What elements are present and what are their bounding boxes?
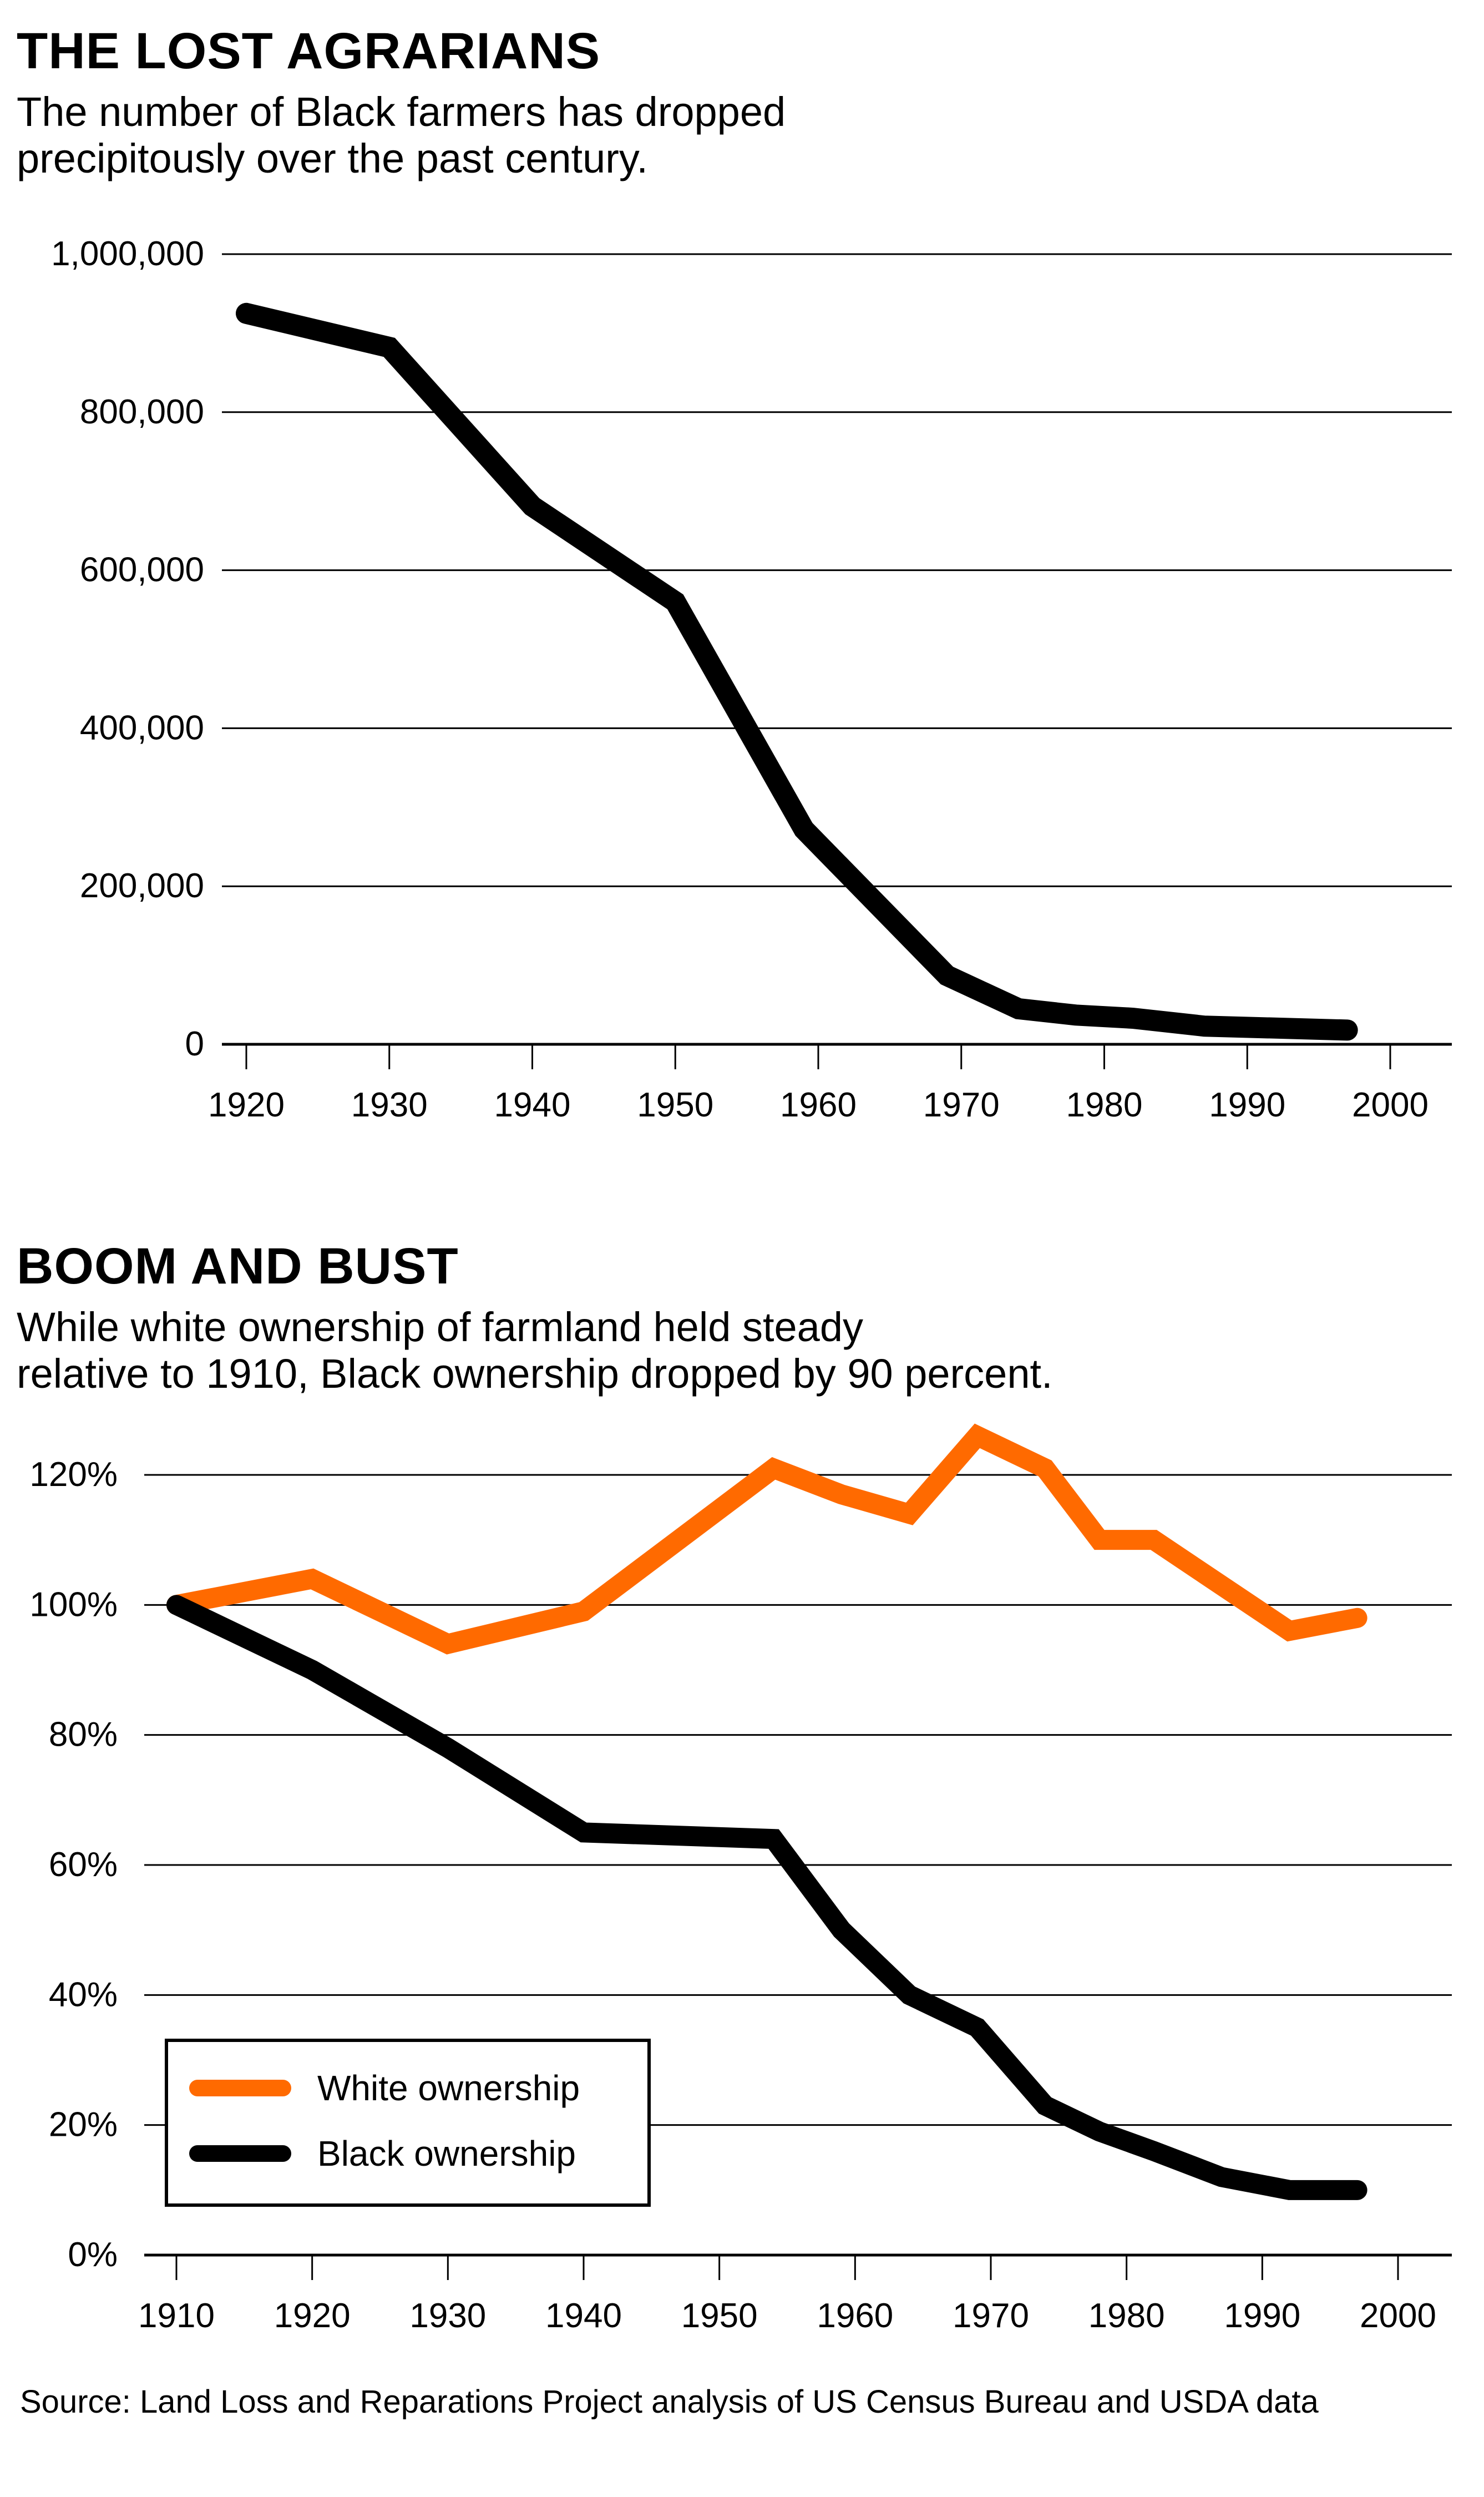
x-tick-label: 1930 (351, 1086, 428, 1124)
y-tick-label: 200,000 (80, 867, 204, 905)
y-tick-label: 20% (49, 2106, 118, 2144)
y-tick-label: 100% (29, 1585, 118, 1624)
legend-label: White ownership (317, 2068, 580, 2108)
x-tick-label: 1920 (208, 1086, 285, 1124)
legend-label: Black ownership (317, 2134, 576, 2173)
x-tick-label: 1940 (494, 1086, 571, 1124)
y-tick-label: 600,000 (80, 551, 204, 589)
y-tick-label: 60% (49, 1846, 118, 1884)
series-line-white-ownership (166, 1423, 1367, 1655)
chart2-subtitle-line: relative to 1910, Black ownership droppe… (17, 1351, 1053, 1397)
x-tick-label: 1990 (1209, 1086, 1285, 1124)
chart2-subtitle-line: While white ownership of farmland held s… (17, 1304, 863, 1350)
y-tick-label: 1,000,000 (51, 235, 204, 273)
x-tick-label: 1970 (953, 2297, 1029, 2335)
chart1-subtitle: The number of Black farmers has dropped … (17, 89, 1348, 182)
x-tick-label: 2000 (1360, 2297, 1436, 2335)
x-tick-label: 1960 (817, 2297, 893, 2335)
chart2-title: BOOM AND BUST (17, 1238, 459, 1295)
series-line-black-farmers (236, 302, 1358, 1041)
chart1-subtitle-line: precipitously over the past century. (17, 135, 648, 181)
x-tick-label: 1940 (545, 2297, 622, 2335)
chart-farmers: 0 200,000 400,000 600,000 800,000 1,000,000 19… (51, 235, 1452, 1124)
chart2-subtitle: While white ownership of farmland held s… (17, 1304, 1348, 1397)
x-tick-label: 1960 (780, 1086, 857, 1124)
y-tick-label: 0 (185, 1025, 204, 1063)
source-note: Source: Land Loss and Reparations Projec… (20, 2384, 1319, 2420)
x-tick-label: 1950 (637, 1086, 713, 1124)
legend-box (165, 2039, 651, 2207)
x-tick-label: 1950 (681, 2297, 758, 2335)
y-tick-label: 800,000 (80, 393, 204, 431)
y-tick-label: 40% (49, 1975, 118, 2014)
series-line-black-ownership (166, 1595, 1367, 2200)
x-tick-label: 2000 (1352, 1086, 1429, 1124)
x-tick-label: 1990 (1224, 2297, 1300, 2335)
x-tick-label: 1980 (1066, 1086, 1143, 1124)
x-tick-label: 1980 (1088, 2297, 1165, 2335)
x-tick-label: 1930 (409, 2297, 486, 2335)
x-tick-label: 1910 (138, 2297, 215, 2335)
y-tick-label: 0% (68, 2236, 118, 2274)
y-tick-label: 400,000 (80, 709, 204, 747)
chart1-subtitle-line: The number of Black farmers has dropped (17, 89, 786, 135)
y-tick-label: 120% (29, 1455, 118, 1494)
y-tick-label: 80% (49, 1716, 118, 1754)
x-tick-label: 1920 (274, 2297, 351, 2335)
chart1-title: THE LOST AGRARIANS (17, 23, 601, 79)
x-tick-label: 1970 (923, 1086, 1000, 1124)
chart-ownership: 0% 20% 40% 60% 80% 100% 120% 1910 1920 1930 1940 19… (29, 1423, 1452, 2335)
